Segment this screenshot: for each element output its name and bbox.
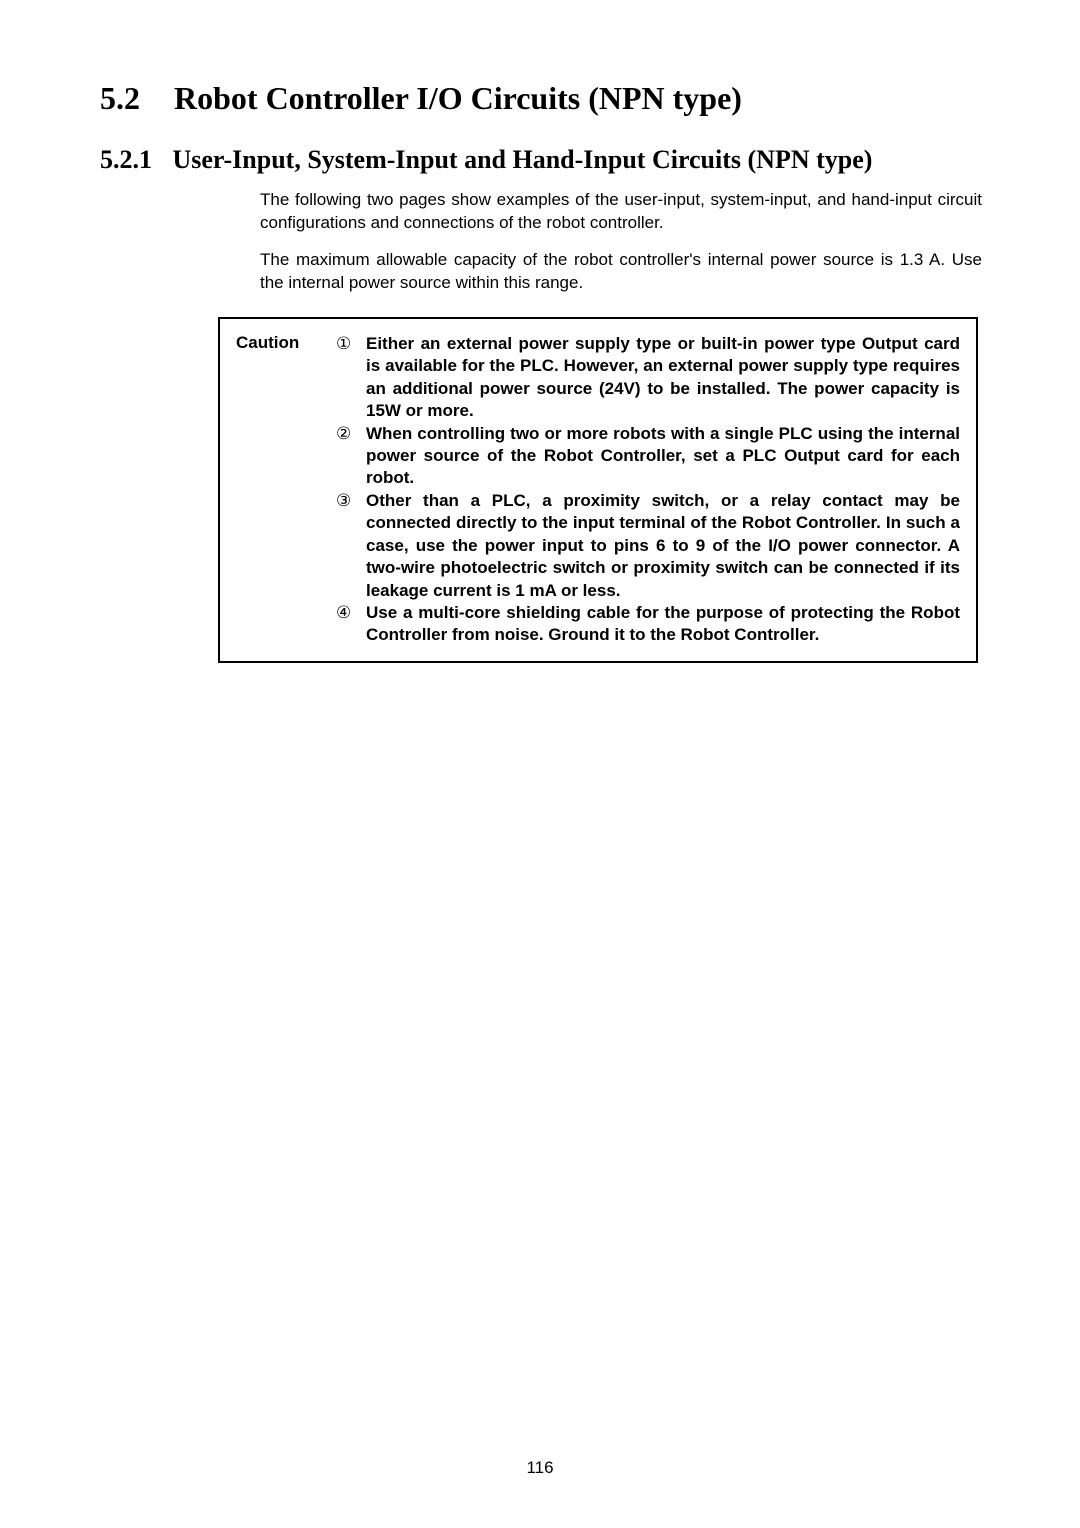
caution-label: Caution bbox=[236, 333, 336, 353]
caution-list: ① Either an external power supply type o… bbox=[336, 333, 960, 647]
caution-text: Use a multi-core shielding cable for the… bbox=[366, 602, 960, 647]
paragraph: The following two pages show examples of… bbox=[260, 189, 982, 235]
subsection-title: User-Input, System-Input and Hand-Input … bbox=[173, 145, 873, 174]
caution-item: ② When controlling two or more robots wi… bbox=[336, 423, 960, 490]
paragraph: The maximum allowable capacity of the ro… bbox=[260, 249, 982, 295]
caution-text: Other than a PLC, a proximity switch, or… bbox=[366, 490, 960, 602]
caution-box: Caution ① Either an external power suppl… bbox=[218, 317, 978, 663]
caution-item: ③ Other than a PLC, a proximity switch, … bbox=[336, 490, 960, 602]
caution-marker: ① bbox=[336, 333, 366, 355]
caution-marker: ② bbox=[336, 423, 366, 445]
body-text-block: The following two pages show examples of… bbox=[260, 189, 982, 295]
subsection-heading: 5.2.1 User-Input, System-Input and Hand-… bbox=[100, 145, 990, 175]
caution-item: ④ Use a multi-core shielding cable for t… bbox=[336, 602, 960, 647]
caution-item: ① Either an external power supply type o… bbox=[336, 333, 960, 423]
caution-marker: ③ bbox=[336, 490, 366, 512]
page: 5.2 Robot Controller I/O Circuits (NPN t… bbox=[0, 0, 1080, 1528]
section-heading: 5.2 Robot Controller I/O Circuits (NPN t… bbox=[100, 80, 990, 117]
section-number: 5.2 bbox=[100, 80, 140, 117]
caution-text: When controlling two or more robots with… bbox=[366, 423, 960, 490]
section-title: Robot Controller I/O Circuits (NPN type) bbox=[174, 80, 742, 116]
caution-inner: Caution ① Either an external power suppl… bbox=[236, 333, 960, 647]
caution-text: Either an external power supply type or … bbox=[366, 333, 960, 423]
subsection-number: 5.2.1 bbox=[100, 145, 152, 175]
caution-marker: ④ bbox=[336, 602, 366, 624]
page-number: 116 bbox=[0, 1458, 1080, 1478]
